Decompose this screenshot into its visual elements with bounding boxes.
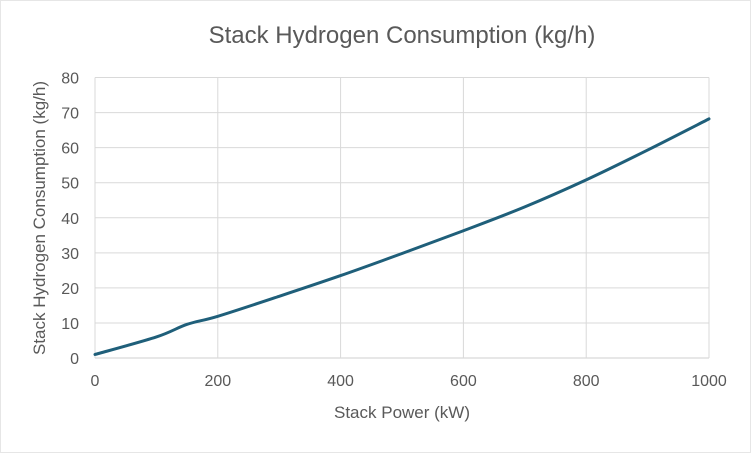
x-tick-label: 0: [91, 373, 100, 390]
y-tick-label: 50: [61, 176, 79, 193]
x-tick-label: 600: [450, 373, 477, 390]
y-tick-label: 0: [70, 351, 79, 368]
y-tick-label: 70: [61, 106, 79, 123]
x-tick-label: 800: [573, 373, 600, 390]
chart-title: Stack Hydrogen Consumption (kg/h): [209, 22, 596, 49]
series-line: [93, 117, 711, 356]
x-tick-label: 400: [327, 373, 354, 390]
y-tick-label: 10: [61, 316, 79, 333]
x-tick-label: 200: [204, 373, 231, 390]
x-axis-label: Stack Power (kW): [334, 403, 470, 422]
y-axis-label: Stack Hydrogen Consumption (kg/h): [30, 81, 49, 355]
x-tick-label: 1000: [691, 373, 727, 390]
y-tick-label: 80: [61, 71, 79, 88]
y-tick-label: 60: [61, 141, 79, 158]
y-tick-label: 20: [61, 281, 79, 298]
y-tick-label: 40: [61, 211, 79, 228]
y-tick-label: 30: [61, 246, 79, 263]
